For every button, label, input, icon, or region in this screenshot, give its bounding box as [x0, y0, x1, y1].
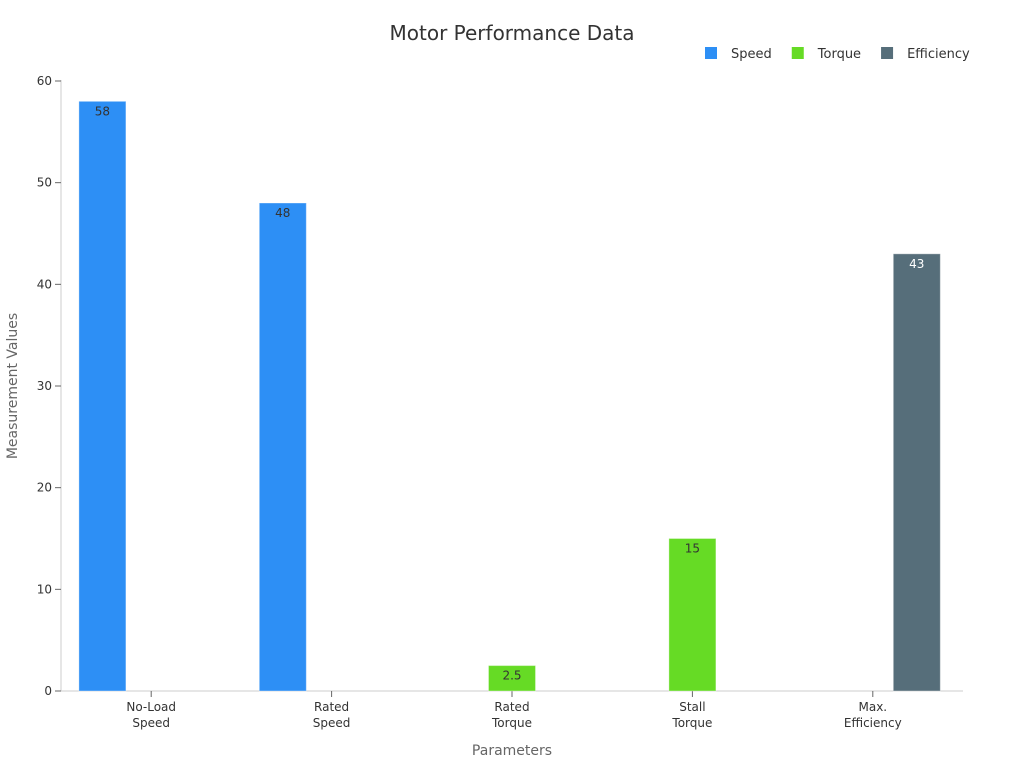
data-labels: 58 48 2.5 15 43 — [95, 104, 925, 682]
x-axis-title: Parameters — [472, 743, 552, 759]
y-tick-label: 20 — [37, 481, 52, 495]
bar-torque-3 — [668, 538, 717, 692]
y-tick-label: 10 — [37, 582, 52, 596]
x-tick-label: Rated Torque — [491, 700, 532, 730]
axes: 0 10 20 30 40 50 60 No-Load Speed Rated Speed Rated… — [37, 74, 963, 730]
data-label: 48 — [275, 206, 290, 220]
data-label: 2.5 — [502, 669, 521, 683]
x-tick-label: Rated Speed — [313, 700, 351, 730]
bar-efficiency-4 — [892, 253, 941, 692]
y-tick-label: 60 — [37, 74, 52, 88]
legend-label-efficiency: Efficiency — [907, 47, 970, 62]
y-tick-label: 30 — [37, 379, 52, 393]
x-tick-label: Stall Torque — [671, 700, 712, 730]
data-label: 58 — [95, 104, 110, 118]
legend: Speed Torque Efficiency — [705, 47, 970, 62]
data-label: 15 — [685, 542, 700, 556]
bar-speed-1 — [258, 202, 307, 692]
y-tick-label: 0 — [44, 684, 52, 698]
y-axis-title: Measurement Values — [5, 313, 21, 459]
chart-title: Motor Performance Data — [390, 21, 635, 45]
y-tick-label: 50 — [37, 176, 52, 190]
legend-label-torque: Torque — [817, 47, 861, 62]
legend-swatch-efficiency — [881, 47, 894, 59]
x-tick-label: Max. Efficiency — [844, 700, 902, 730]
legend-label-speed: Speed — [731, 47, 772, 62]
bar-torque-2 — [488, 665, 536, 692]
legend-swatch-speed — [705, 47, 717, 59]
y-tick-label: 40 — [37, 277, 52, 291]
bars — [78, 100, 941, 692]
bar-speed-0 — [78, 100, 127, 692]
legend-swatch-torque — [791, 47, 804, 59]
x-tick-label: No-Load Speed — [126, 700, 176, 730]
data-label: 43 — [909, 257, 924, 271]
